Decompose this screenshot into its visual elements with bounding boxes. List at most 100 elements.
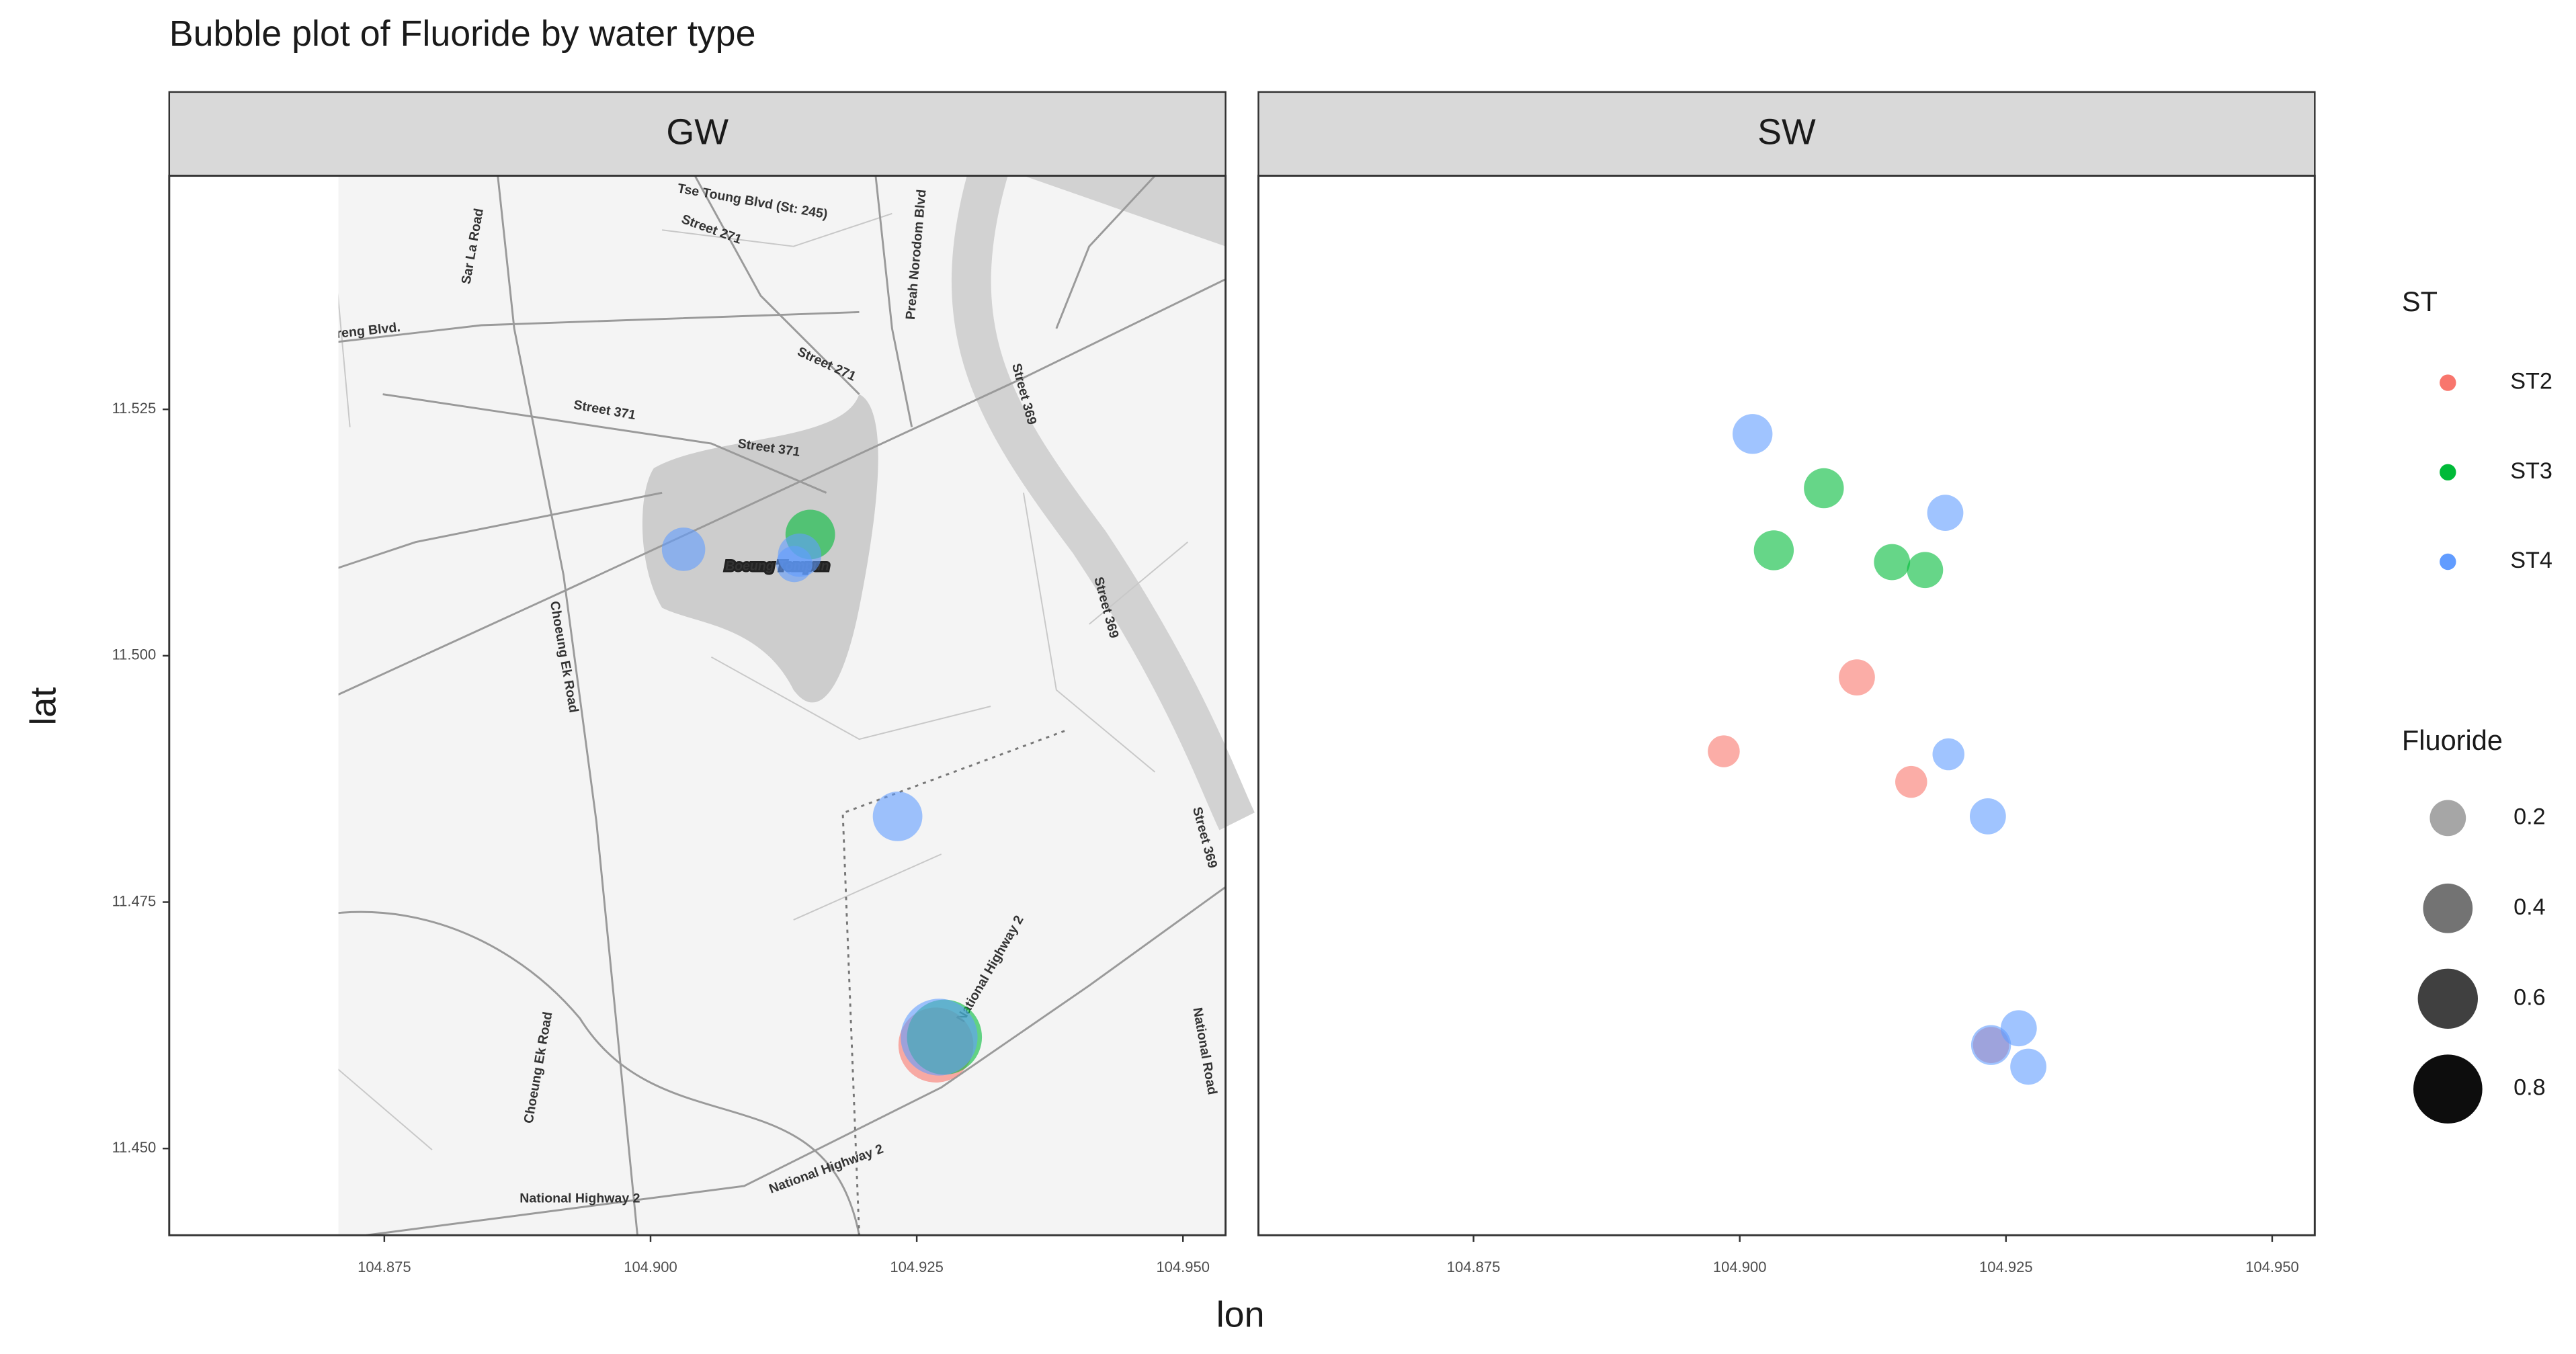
size-legend-label: 0.4: [2513, 894, 2546, 920]
legend-swatch: [2440, 464, 2456, 481]
road: [1472, 394, 1915, 493]
bubble: [1839, 659, 1875, 696]
size-legend-key: [2429, 800, 2466, 837]
boundary: [841, 730, 1065, 1236]
road: [338, 310, 860, 343]
road: [382, 393, 827, 494]
map-label: Veng Sreng Blvd.: [1381, 320, 1490, 346]
bubble: [872, 792, 923, 841]
bubble: [1732, 414, 1773, 454]
map-label: National Road: [2279, 1007, 2309, 1096]
minor-road: [711, 656, 991, 741]
map-label: Street 371: [1826, 436, 1891, 460]
size-legend-label: 0.6: [2513, 984, 2546, 1010]
x-tick-label: 104.900: [1713, 1259, 1767, 1275]
minor-road: [1324, 427, 1390, 690]
y-tick-label: 11.525: [112, 400, 157, 417]
y-tick-label: 11.475: [112, 892, 157, 909]
facet-title: GW: [666, 112, 729, 153]
x-tick-label: 104.925: [890, 1259, 944, 1275]
road: [1965, 176, 2001, 427]
size-legend-label: 0.8: [2513, 1075, 2546, 1101]
minor-road: [1291, 1051, 1521, 1150]
map-bg: [1258, 176, 2315, 1236]
map-bg: [338, 175, 1226, 1236]
road: [1784, 176, 1948, 394]
map-label: Choeung Ek Road: [1610, 1011, 1645, 1125]
minor-road: [1022, 493, 1156, 773]
minor-road: [338, 1068, 433, 1150]
legend-label: ST3: [2510, 458, 2552, 484]
map: Veng Sreng Blvd. Sar La Road Street 271 Str…: [1258, 164, 2326, 1235]
panel-border: [1257, 175, 2316, 1236]
facet-title: SW: [1757, 112, 1816, 153]
size-legend-key: [2423, 883, 2473, 933]
road: [1258, 493, 1751, 624]
road: [1587, 176, 1727, 1236]
minor-road: [2113, 493, 2245, 772]
road: [1258, 280, 2315, 772]
legend-title: Fluoride: [2402, 724, 2503, 756]
size-legend-key: [2417, 968, 2479, 1029]
map-label: National Highway 2: [520, 1191, 640, 1206]
map-label: Street 369: [2279, 805, 2309, 870]
road: [338, 911, 860, 1236]
bubble: [1804, 468, 1844, 509]
legend-swatch: [2440, 553, 2456, 570]
legend-title: ST: [2402, 286, 2438, 317]
road: [1456, 887, 2315, 1235]
road: [366, 886, 1227, 1236]
map-label: National Highway 2: [1609, 1191, 1729, 1206]
x-tick-label: 104.875: [1447, 1259, 1501, 1275]
chart-title: Bubble plot of Fluoride by water type: [169, 13, 756, 54]
bubble: [1874, 544, 1911, 581]
legend-label: ST2: [2510, 369, 2552, 394]
river: [2061, 164, 2326, 821]
bubble: [1970, 1025, 2011, 1065]
bubble: [2000, 1010, 2037, 1047]
map: Veng Sreng Blvd.Sar La Road Street 271Str…: [338, 175, 1255, 1236]
y-tick-label: 11.500: [112, 646, 157, 663]
map-label: National Highway 2: [1856, 1142, 1975, 1197]
road: [338, 491, 663, 569]
map-label: Street 271: [1884, 344, 1948, 384]
panel-border: [168, 175, 1227, 1236]
bubble: [1927, 495, 1964, 532]
map-label: National Highway 2: [2043, 913, 2116, 1025]
bubble: [2010, 1048, 2046, 1085]
minor-road: [1882, 854, 2030, 920]
bubble: [1932, 738, 1964, 771]
minor-road: [662, 212, 892, 247]
x-tick-label: 104.950: [1156, 1259, 1210, 1275]
road: [1055, 175, 1156, 329]
road: [694, 175, 860, 395]
boundary: [1932, 731, 2154, 1235]
bubble: [1969, 798, 2006, 835]
minor-road: [1423, 247, 1439, 427]
facet-strip: [168, 91, 1227, 177]
road: [497, 175, 638, 1236]
bubble: [901, 999, 978, 1076]
size-legend-key: [2413, 1054, 2483, 1124]
road: [338, 278, 1227, 696]
map-label: Choeung Ek Road: [1636, 600, 1671, 714]
river-top: [2113, 176, 2315, 247]
bubble: [776, 546, 813, 583]
facet-strip: [1257, 91, 2316, 177]
legend-label: ST4: [2510, 548, 2552, 573]
map-label: Sar La Road: [1548, 207, 1575, 285]
size-legend-label: 0.2: [2513, 804, 2546, 829]
bubble: [1753, 530, 1794, 570]
road: [2146, 176, 2245, 329]
lake: [642, 394, 878, 703]
minor-road: [338, 293, 351, 427]
bubble: [1907, 552, 1944, 589]
road: [1258, 312, 1948, 361]
map-label: Street 271: [1769, 212, 1833, 247]
y-axis-label: lat: [24, 687, 64, 726]
x-axis-label: lon: [1216, 1295, 1265, 1335]
map-label: Tse Toung Blvd (St: 245): [1765, 181, 1918, 222]
map-label: Street 371: [1662, 397, 1727, 423]
x-tick-label: 104.925: [1979, 1259, 2033, 1275]
